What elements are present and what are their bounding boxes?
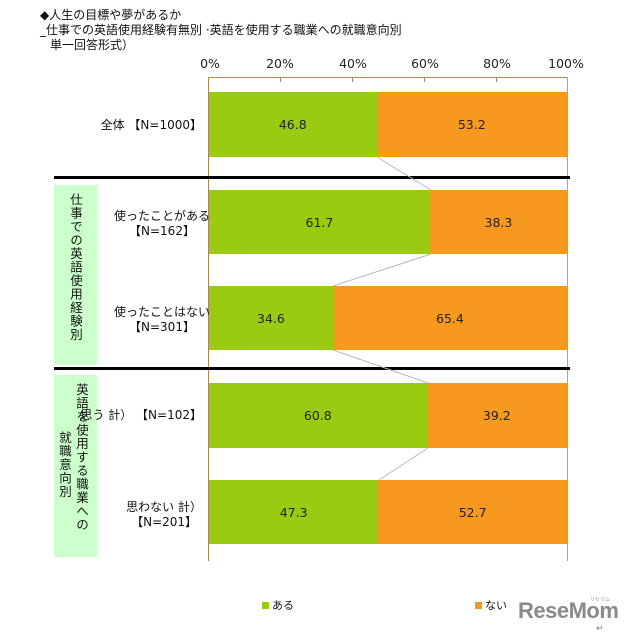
bar-segment-no: 53.2	[376, 92, 567, 157]
data-label: 38.3	[484, 214, 513, 230]
x-axis-tick	[424, 77, 425, 82]
row-label-n: 【N=201】	[131, 515, 198, 529]
x-tick-label: 80%	[483, 56, 511, 71]
stacked-bar-total: 46.8 53.2	[209, 92, 567, 157]
chart-title-line1: ◆人生の目標や夢があるか	[40, 8, 182, 22]
row-label-want: 思う 計） 【N=102】	[80, 408, 202, 423]
data-label: 34.6	[257, 310, 285, 326]
stacked-bar-not-used: 34.6 65.4	[209, 286, 567, 350]
legend-label-no: ない	[485, 599, 507, 612]
x-tick-label: 100%	[548, 56, 584, 71]
group-separator	[54, 176, 570, 179]
legend-item-yes: ある	[262, 597, 294, 613]
row-label-not-used: 使ったことはない 【N=301】	[114, 305, 210, 335]
row-label-text: 使ったことがある	[113, 209, 210, 223]
row-label-text: 思わない 計）	[126, 500, 202, 514]
bar-segment-no: 39.2	[426, 383, 567, 448]
legend-label-yes: ある	[272, 599, 294, 612]
row-label-text: 全体 【N=1000】	[100, 118, 202, 132]
data-label: 39.2	[482, 408, 511, 423]
x-tick-label: 40%	[339, 56, 367, 71]
chart-title-line3: 単一回答形式）	[50, 38, 135, 52]
data-label: 60.8	[303, 408, 332, 423]
row-label-n: 【N=301】	[129, 320, 195, 334]
x-axis-tick	[352, 77, 353, 82]
row-label-not-want: 思わない 計） 【N=201】	[126, 500, 202, 530]
row-label-n: 【N=162】	[129, 224, 195, 238]
legend-swatch-no	[475, 601, 482, 609]
plot-right-border	[567, 77, 568, 561]
row-label-total: 全体 【N=1000】	[101, 118, 202, 133]
bar-segment-yes: 34.6	[209, 286, 333, 350]
chart-title-line2: _仕事での英語使用経験有無別 ·英語を使用する職業への就職意向別	[40, 23, 402, 37]
stacked-bar-used: 61.7 38.3	[209, 190, 567, 254]
stacked-bar-not-want: 47.3 52.7	[209, 480, 567, 544]
row-label-used: 使ったことがある 【N=162】	[114, 209, 210, 239]
data-label: 52.7	[458, 504, 487, 520]
x-axis-tick	[280, 77, 281, 82]
bar-segment-yes: 47.3	[209, 480, 379, 544]
group-label-intention-col2: 就職意向別	[57, 431, 72, 499]
x-tick-label: 60%	[411, 56, 439, 71]
data-label: 46.8	[278, 117, 307, 132]
data-label: 47.3	[279, 504, 308, 520]
group-label-box-intention: 英語を使用する職業への 就職意向別	[54, 375, 97, 557]
x-axis-tick	[496, 77, 497, 82]
y-axis-line	[208, 77, 209, 561]
row-label-text: 使ったことはない	[113, 305, 210, 319]
data-label: 61.7	[305, 214, 334, 230]
group-label-box-experience: 仕事での英語使用経験別	[54, 185, 97, 365]
resemom-logo: ReseMom	[518, 598, 619, 623]
group-separator	[54, 367, 570, 370]
group-label-experience: 仕事での英語使用経験別	[68, 193, 83, 342]
data-label: 53.2	[457, 117, 486, 132]
resemom-logo-sub: リセマム	[590, 597, 611, 603]
return-mark-icon: ↵	[596, 624, 604, 634]
bar-segment-yes: 46.8	[209, 92, 377, 157]
bar-segment-no: 52.7	[378, 480, 567, 544]
group-label-intention-col1: 英語を使用する職業への	[74, 383, 89, 532]
data-label: 65.4	[436, 310, 464, 326]
bar-segment-no: 38.3	[429, 190, 567, 254]
x-tick-label: 20%	[266, 56, 294, 71]
legend-item-no: ない	[475, 597, 507, 613]
x-axis-line	[208, 77, 568, 78]
x-tick-label: 0%	[200, 56, 220, 71]
bar-segment-yes: 60.8	[209, 383, 427, 448]
bar-segment-no: 65.4	[332, 286, 567, 350]
legend-swatch-yes	[262, 601, 269, 609]
row-label-text: 思う 計） 【N=102】	[80, 408, 202, 422]
stacked-bar-want: 60.8 39.2	[209, 383, 567, 448]
bar-segment-yes: 61.7	[209, 190, 430, 254]
